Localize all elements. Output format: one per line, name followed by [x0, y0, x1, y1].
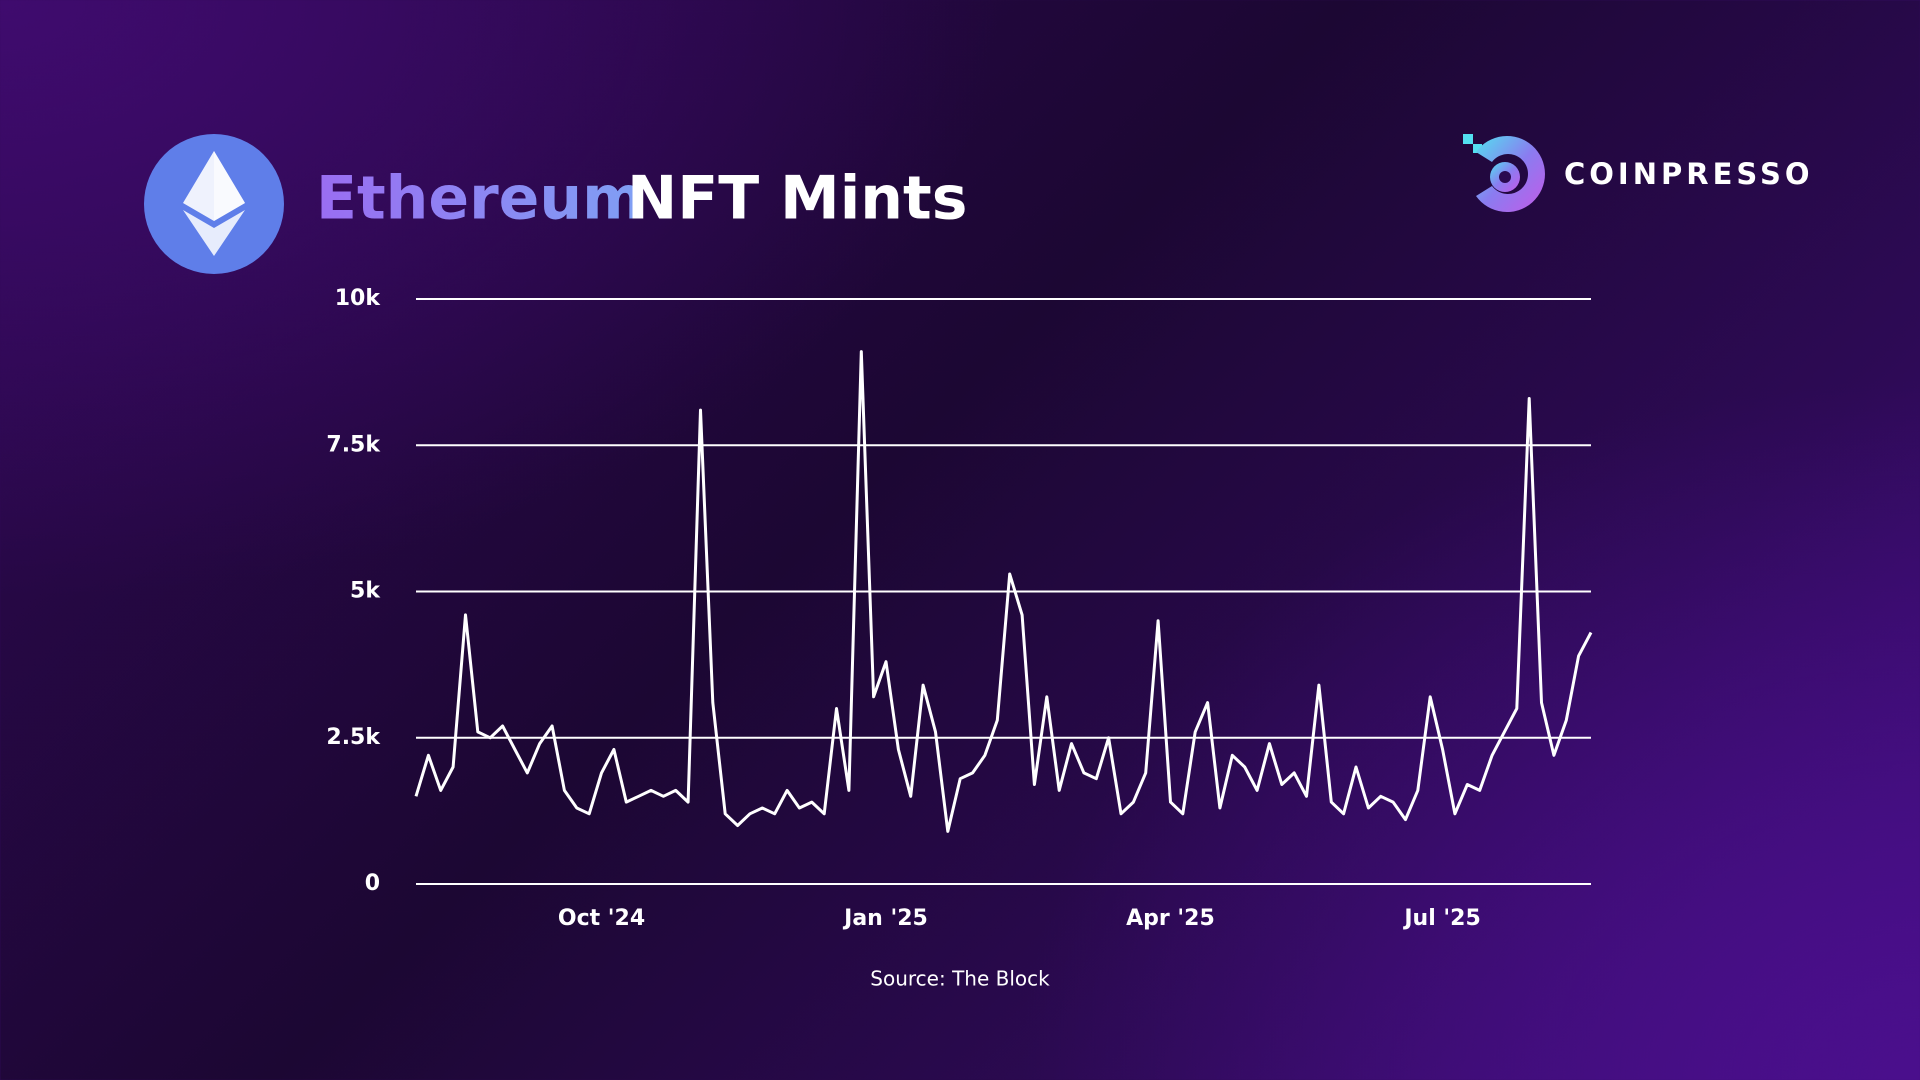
y-tick-label: 2.5k	[326, 725, 381, 750]
y-tick-label: 10k	[335, 286, 382, 311]
y-tick-label: 0	[365, 871, 380, 896]
brand-name: COINPRESSO	[1564, 157, 1814, 191]
brand-logo	[1463, 134, 1545, 212]
x-tick-label: Jan '25	[842, 906, 928, 931]
ethereum-icon	[144, 134, 284, 274]
x-tick-label: Oct '24	[558, 906, 645, 931]
title: NFT Mints	[627, 164, 967, 234]
y-tick-label: 7.5k	[326, 432, 381, 457]
x-tick-label: Apr '25	[1126, 906, 1215, 931]
source: Source: The Block	[870, 967, 1050, 991]
y-tick-label: 5k	[350, 579, 381, 604]
x-tick-label: Jul '25	[1402, 906, 1480, 931]
title-accent: Ethereum	[316, 164, 645, 234]
plot-area: 0 2.5k 5k 7.5k 10k Oct '24 Jan '25 Apr '25 Jul '…	[326, 286, 1593, 931]
data-line	[414, 350, 1593, 833]
